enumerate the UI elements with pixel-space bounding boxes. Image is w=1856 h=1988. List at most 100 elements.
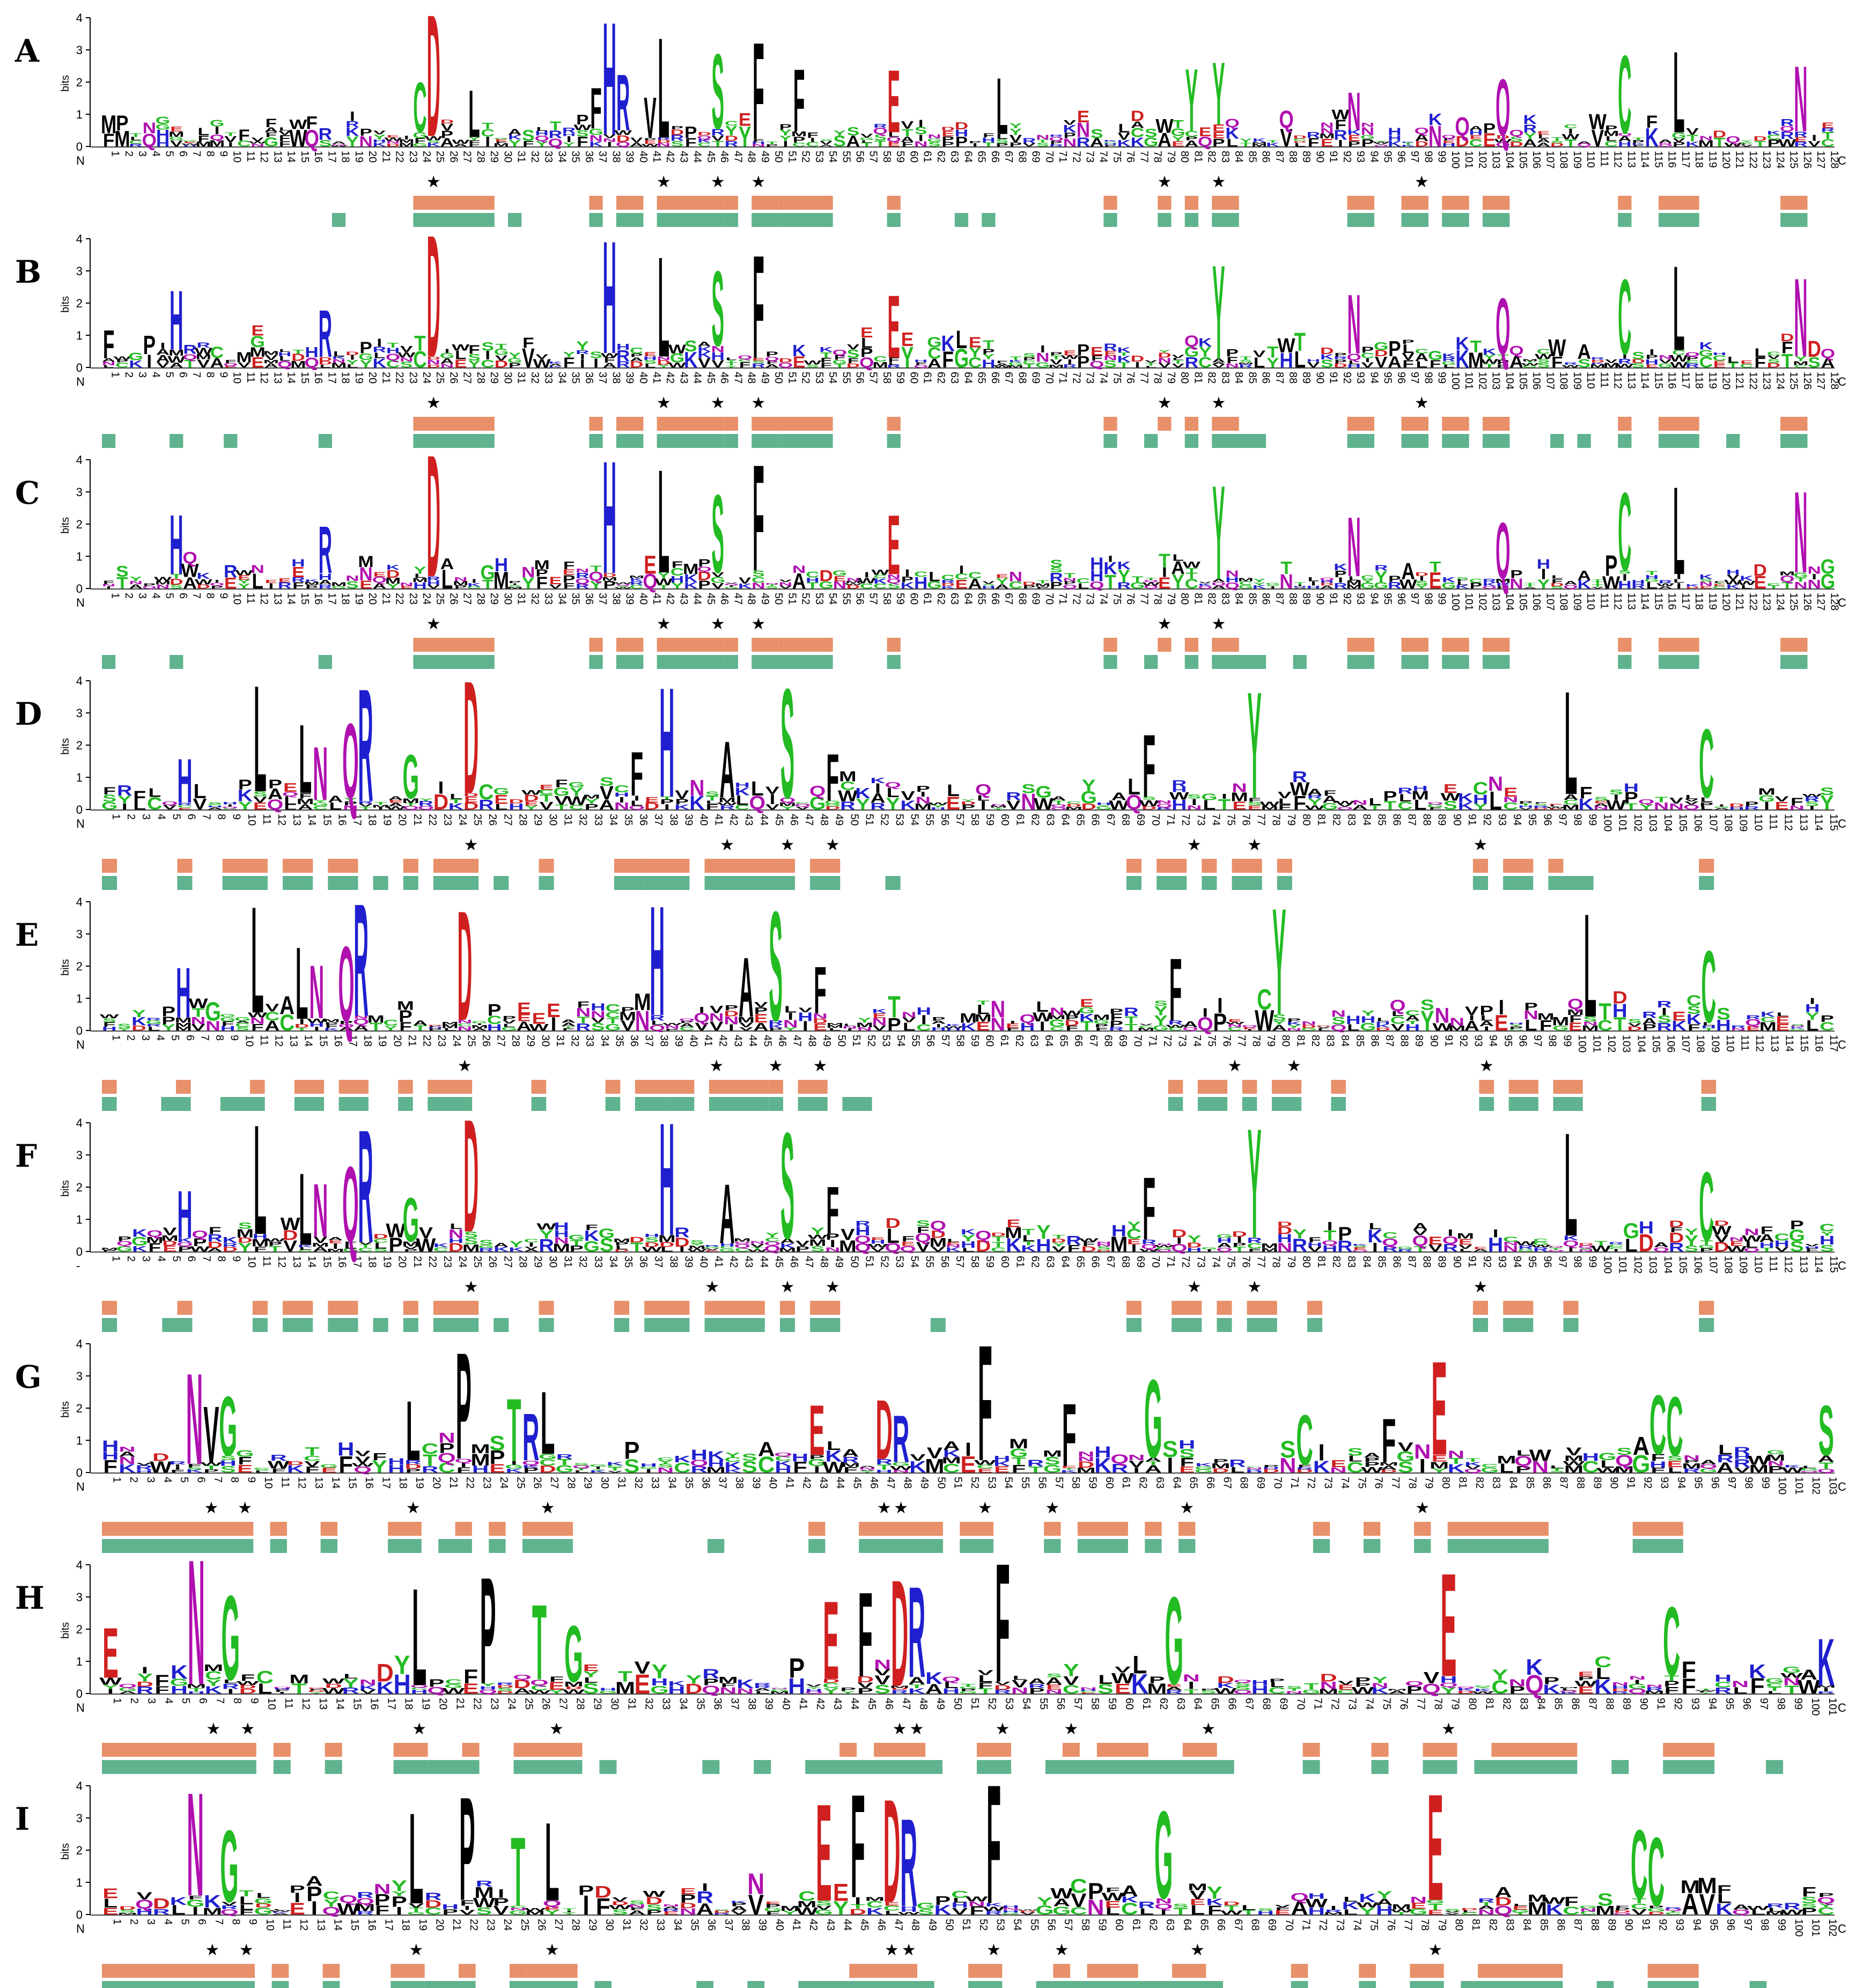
logo-letter: Y <box>1684 1227 1698 1237</box>
position-label: 49 <box>821 1035 833 1047</box>
conserved-bar-orange <box>433 1301 479 1315</box>
logo-letter: M <box>1043 1449 1062 1459</box>
logo-letter: F <box>1615 1905 1630 1909</box>
logo-letter: V <box>1465 1004 1479 1017</box>
position-label: 42 <box>728 814 740 826</box>
logo-letter: I <box>1318 1440 1324 1466</box>
conserved-bar-orange <box>1491 1743 1578 1757</box>
position-label: 66 <box>1072 1035 1084 1047</box>
logo-letter: L <box>956 325 967 354</box>
position-label: 11 <box>279 1477 291 1488</box>
logo-letter: K <box>345 125 359 139</box>
position-label: 86 <box>1541 1477 1552 1489</box>
position-label: 60 <box>984 1035 996 1047</box>
position-label: 119 <box>1706 593 1718 610</box>
position-label: 104 <box>1662 814 1674 831</box>
position-label: 75 <box>1111 151 1123 163</box>
svg-text:T: T <box>130 132 142 138</box>
conserved-bar-green <box>1699 876 1714 890</box>
conserved-bar-green <box>273 1760 291 1774</box>
logo-letter: H <box>1624 781 1639 794</box>
logo-letter: H <box>1714 1673 1732 1684</box>
position-label: 100 <box>1776 1477 1788 1494</box>
star-marker: ★ <box>1064 1720 1078 1738</box>
position-label: 64 <box>1170 1477 1182 1489</box>
position-label: 87 <box>1406 1256 1418 1268</box>
position-label: 33 <box>660 1698 672 1710</box>
logo-letter: L <box>1036 999 1049 1015</box>
logo-letter: D <box>509 798 524 805</box>
logo-letter: K <box>171 1661 188 1683</box>
logo-letter: Y <box>1240 137 1252 144</box>
conserved-bar-orange <box>1701 1080 1717 1094</box>
logo-letter: Q <box>774 1451 792 1457</box>
conserved-bar-orange <box>1647 1964 1699 1978</box>
position-label: 61 <box>998 1035 1010 1047</box>
position-label: 49 <box>833 814 845 826</box>
logo-letter-major: G <box>220 1809 238 1924</box>
position-label: 18 <box>397 1477 409 1489</box>
y-tick-label: 3 <box>76 485 83 499</box>
position-label: 43 <box>743 814 755 826</box>
y-tick-label: 4 <box>76 1558 83 1572</box>
conserved-bar-orange <box>1482 417 1510 431</box>
conserved-bar-green <box>982 213 996 227</box>
logo-letter: N <box>1807 564 1821 576</box>
position-label: 26 <box>480 1035 492 1047</box>
position-label: 109 <box>1571 151 1583 168</box>
conserved-bar-green <box>1184 655 1198 669</box>
logo-letter: C <box>1594 1653 1611 1670</box>
logo-letter: N <box>1488 773 1503 796</box>
logo-letter: H <box>495 555 508 576</box>
position-label: 13 <box>291 814 303 826</box>
position-label: 7 <box>201 1256 212 1262</box>
logo-letter: F <box>266 131 277 138</box>
logo-letter-major: Q <box>1496 506 1510 597</box>
position-label: 22 <box>394 593 406 605</box>
logo-letter-major: L <box>1584 883 1597 1048</box>
logo-letter: V <box>1338 1680 1354 1686</box>
logo-letter-major: H <box>177 1177 192 1252</box>
logo-letter: Y <box>129 575 142 583</box>
logo-letter: G <box>569 1233 585 1242</box>
conserved-bar-orange <box>102 1522 254 1536</box>
position-label: 56 <box>854 593 866 605</box>
logo-letter: K <box>674 1454 691 1465</box>
position-label: 29 <box>488 372 500 384</box>
svg-text:L: L <box>198 126 209 138</box>
logo-letter: Q <box>548 136 563 149</box>
conserved-bar-green <box>102 1760 256 1774</box>
logo-letter: T <box>1022 1227 1035 1237</box>
logo-letter: F <box>1761 1224 1773 1236</box>
logo-letter: H <box>640 1463 657 1468</box>
logo-letter: S <box>573 1462 589 1466</box>
position-label: 113 <box>1798 1256 1809 1273</box>
n-terminus-label: N <box>76 1038 85 1051</box>
y-tick-label: 4 <box>76 1337 83 1351</box>
position-label: 59 <box>1087 1477 1099 1489</box>
position-label: 57 <box>1062 1919 1074 1931</box>
logo-letter-major: L <box>541 1373 555 1473</box>
logo-letter: H <box>291 557 305 569</box>
logo-letter: K <box>855 785 871 802</box>
position-label: 2 <box>128 1698 140 1704</box>
logo-letter: Q <box>1638 798 1654 805</box>
conserved-bar-green <box>930 1318 946 1332</box>
position-label: 30 <box>502 372 513 384</box>
position-label: 55 <box>840 372 852 384</box>
position-label: 66 <box>1226 1698 1238 1710</box>
conserved-bar-green <box>696 1981 713 1988</box>
logo-letter: N <box>143 120 156 137</box>
logo-letter: E <box>251 322 263 338</box>
position-label: 81 <box>1294 1035 1306 1047</box>
logo-letter: M <box>1009 1436 1028 1451</box>
logo-letter: L <box>1754 346 1765 360</box>
position-label: 54 <box>827 151 838 163</box>
y-axis-title: bits <box>60 959 71 976</box>
conserved-bar-green <box>513 1760 583 1774</box>
logo-letter: K <box>1352 1243 1367 1246</box>
logo-letter-major: C <box>1631 1810 1648 1920</box>
logo-letter: I <box>1221 792 1227 800</box>
conserved-bar-orange <box>779 1301 795 1315</box>
